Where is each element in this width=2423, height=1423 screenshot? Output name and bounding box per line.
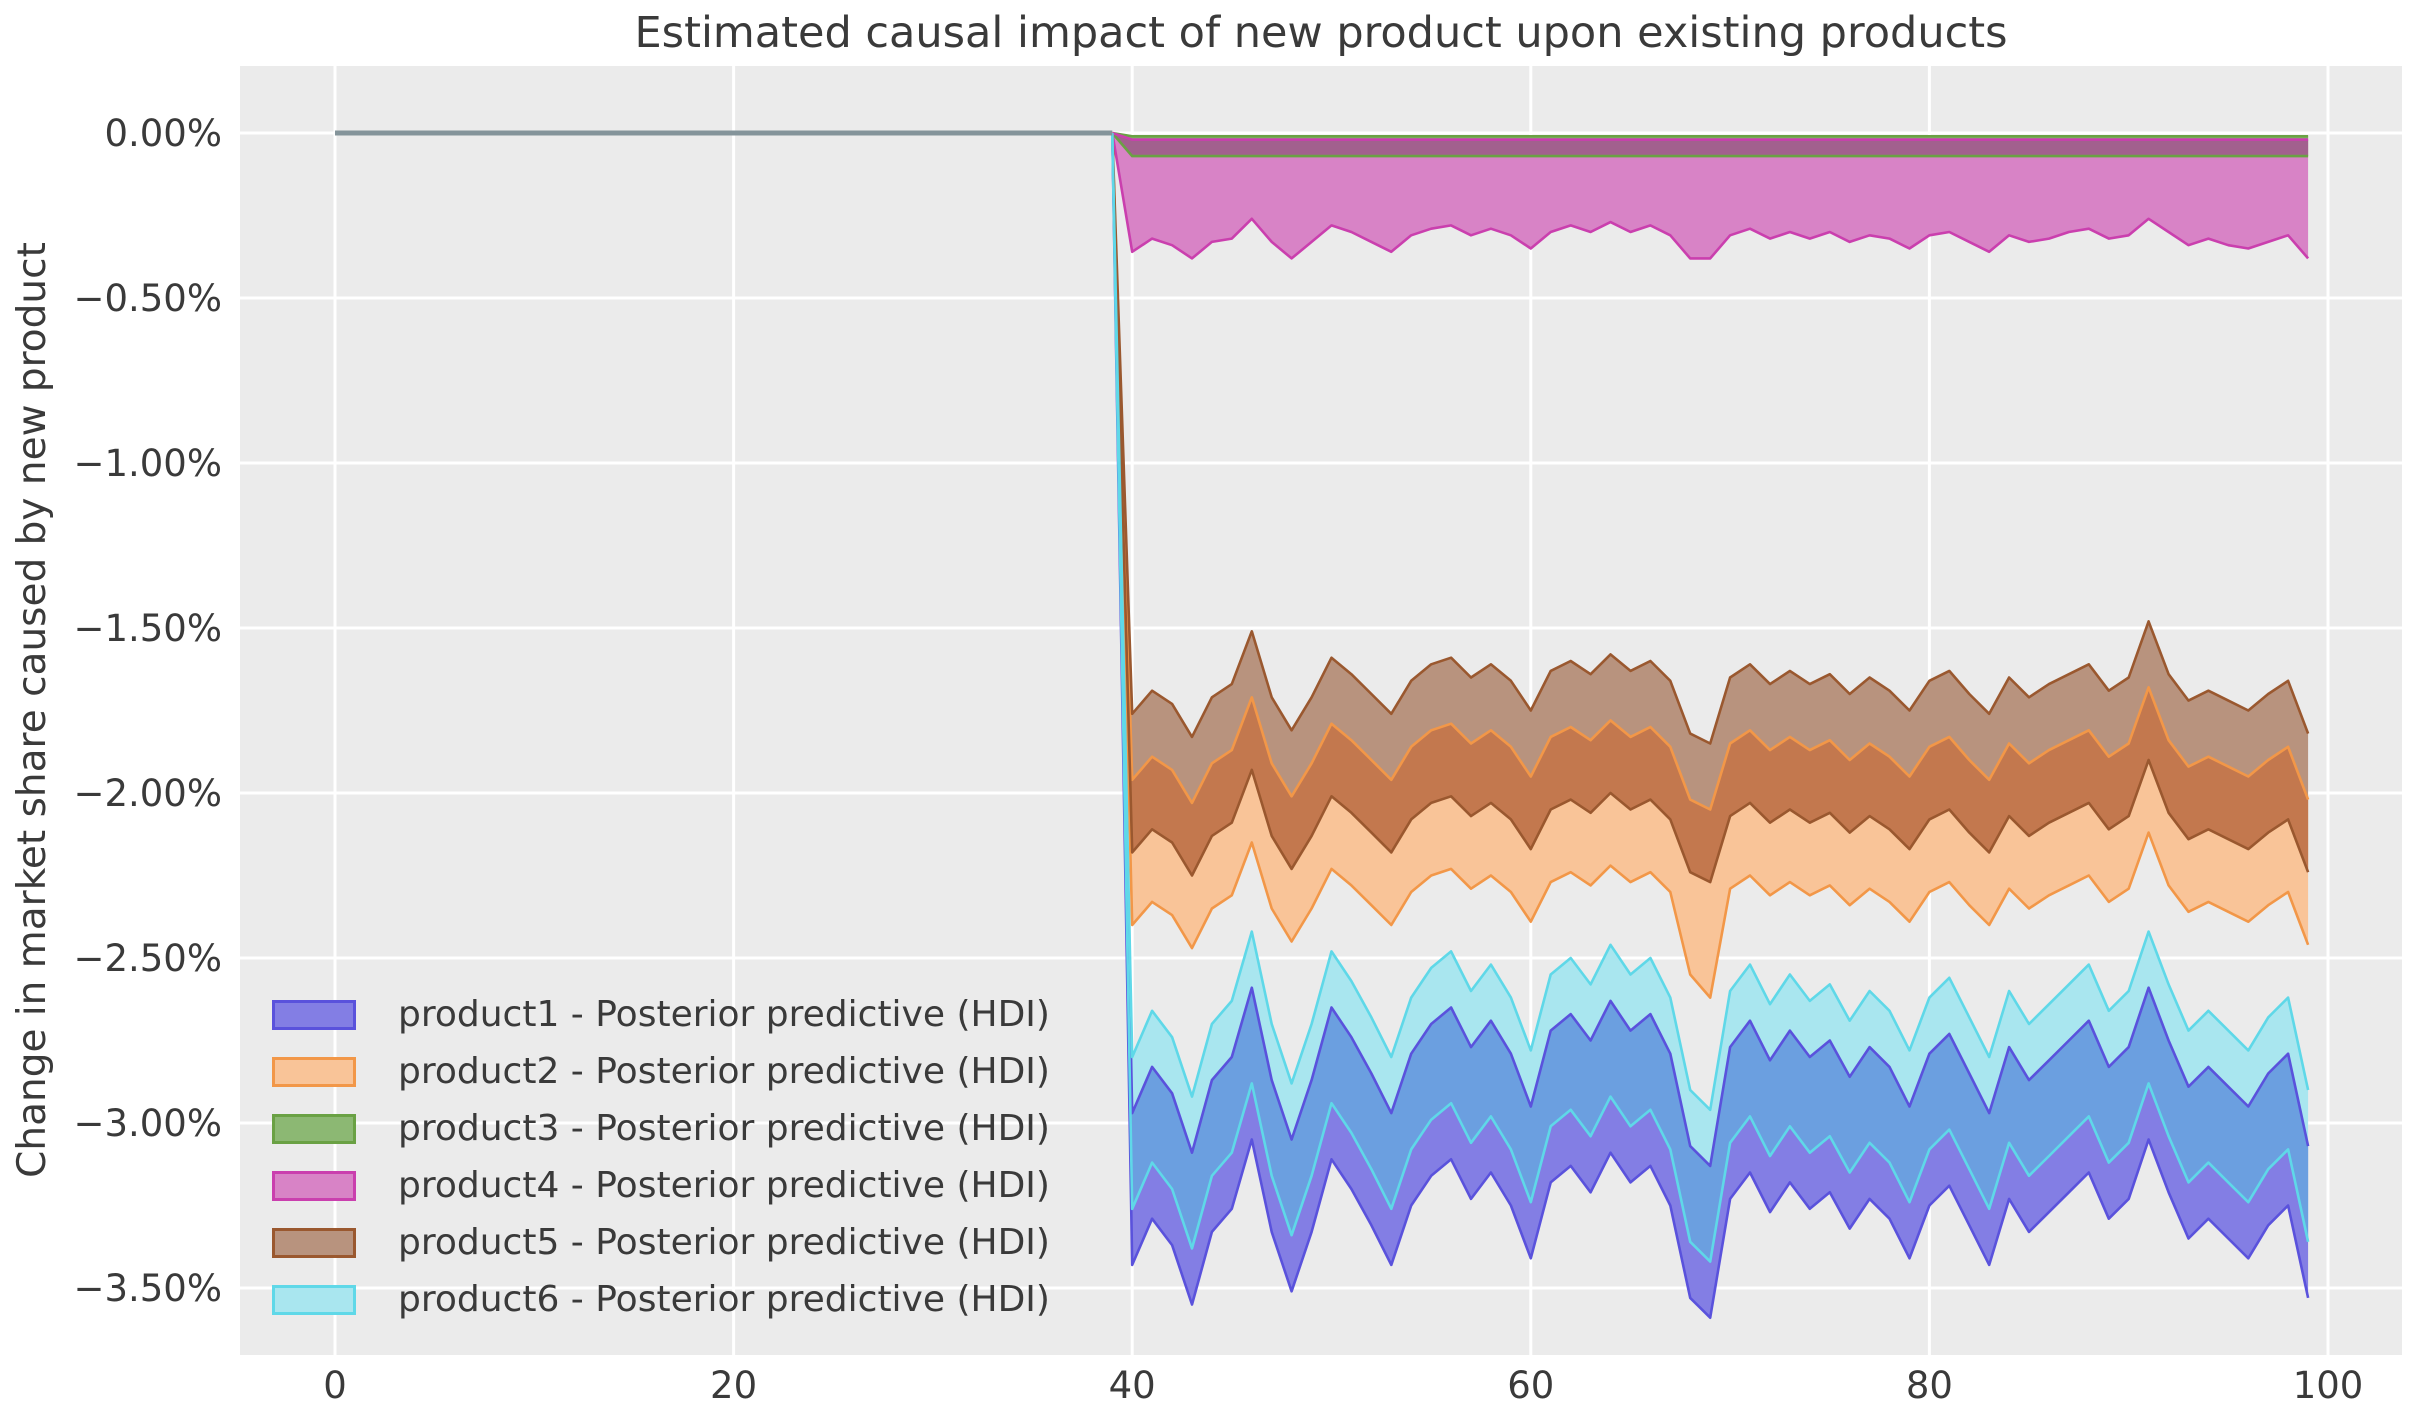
legend-color-patch xyxy=(272,1056,356,1087)
legend-item: product3 - Posterior predictive (HDI) xyxy=(272,1100,1050,1157)
y-tick-label: −1.00% xyxy=(73,442,222,485)
legend-item-label: product1 - Posterior predictive (HDI) xyxy=(398,994,1050,1035)
x-tick-label: 0 xyxy=(323,1364,347,1407)
legend-color-patch xyxy=(272,1170,356,1201)
band-fill-product1 xyxy=(1112,133,2309,1318)
band-upper-edge-product3 xyxy=(1112,131,2309,138)
band-lower-edge-product3 xyxy=(1111,132,2309,158)
legend-item-label: product6 - Posterior predictive (HDI) xyxy=(398,1279,1050,1320)
band-lower-edge-product5 xyxy=(1111,132,2310,884)
legend-item-label: product5 - Posterior predictive (HDI) xyxy=(398,1222,1050,1263)
band-lower-edge-product6 xyxy=(1111,132,2310,1263)
band-upper-edge-product2 xyxy=(1111,132,2310,811)
x-tick-label: 60 xyxy=(1507,1364,1554,1407)
x-tick-label: 100 xyxy=(2293,1364,2364,1407)
band-lower-edge-product1 xyxy=(1111,132,2310,1319)
y-tick-label: −2.50% xyxy=(73,937,222,980)
legend: product1 - Posterior predictive (HDI) pro… xyxy=(272,986,1050,1328)
y-tick-label: −3.50% xyxy=(73,1267,222,1310)
y-tick-label: −3.00% xyxy=(73,1102,222,1145)
legend-item: product6 - Posterior predictive (HDI) xyxy=(272,1271,1050,1328)
legend-color-patch xyxy=(272,1227,356,1258)
legend-item: product5 - Posterior predictive (HDI) xyxy=(272,1214,1050,1271)
y-tick-label: −1.50% xyxy=(73,607,222,650)
legend-item-label: product3 - Posterior predictive (HDI) xyxy=(398,1108,1050,1149)
band-upper-edge-product5 xyxy=(1111,132,2310,745)
band-overlap xyxy=(1112,133,2309,157)
legend-color-patch xyxy=(272,1284,356,1315)
band-upper-edge-product6 xyxy=(1111,132,2310,1112)
legend-item: product2 - Posterior predictive (HDI) xyxy=(272,1043,1050,1100)
y-tick-label: 0.00% xyxy=(104,112,222,155)
band-lower-edge-product2 xyxy=(1111,132,2310,999)
x-tick-label: 20 xyxy=(710,1364,757,1407)
legend-color-patch xyxy=(272,1113,356,1144)
band-upper-edge-product1 xyxy=(1111,132,2310,1168)
band-overlap xyxy=(1112,133,2309,883)
x-tick-label: 80 xyxy=(1906,1364,1953,1407)
chart-title: Estimated causal impact of new product u… xyxy=(634,8,2008,58)
x-tick-label: 40 xyxy=(1109,1364,1156,1407)
y-tick-label: −0.50% xyxy=(73,277,222,320)
legend-item-label: product4 - Posterior predictive (HDI) xyxy=(398,1165,1050,1206)
band-upper-edge-product4 xyxy=(1111,131,2309,141)
y-axis-label: Change in market share caused by new pro… xyxy=(10,242,55,1178)
band-fill-product5 xyxy=(1112,133,2309,883)
band-lower-edge-product4 xyxy=(1111,132,2310,260)
band-fill-product4 xyxy=(1112,133,2309,259)
legend-item-label: product2 - Posterior predictive (HDI) xyxy=(398,1051,1050,1092)
y-tick-label: −2.00% xyxy=(73,772,222,815)
legend-color-patch xyxy=(272,999,356,1030)
legend-item: product4 - Posterior predictive (HDI) xyxy=(272,1157,1050,1214)
legend-item: product1 - Posterior predictive (HDI) xyxy=(272,986,1050,1043)
